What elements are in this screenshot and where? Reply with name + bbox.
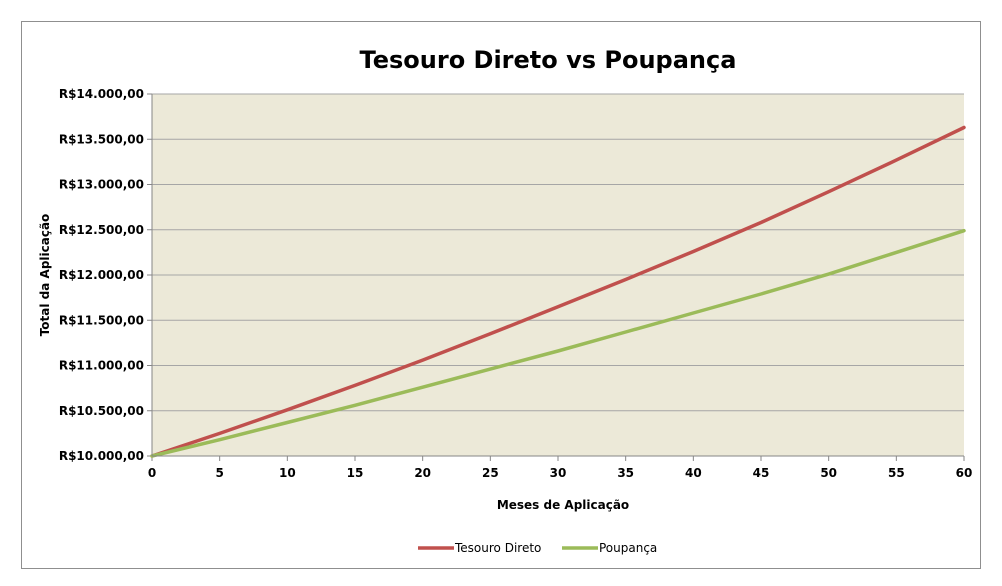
y-tick-label: R$13.000,00 [59, 178, 144, 192]
y-tick-label: R$14.000,00 [59, 87, 144, 101]
y-tick-label: R$13.500,00 [59, 132, 144, 146]
y-tick-label: R$12.500,00 [59, 223, 144, 237]
x-tick-label: 30 [550, 466, 567, 480]
series-lines [150, 125, 966, 458]
x-tick-label: 55 [888, 466, 905, 480]
chart-frame: Tesouro Direto vs Poupança R$10.000,00 R$… [21, 21, 981, 569]
y-tick-label: R$12.000,00 [59, 268, 144, 282]
series-line-2 [150, 228, 966, 458]
chart-title: Tesouro Direto vs Poupança [360, 46, 737, 74]
y-axis-label: Total da Aplicação [38, 214, 52, 337]
legend-label: Poupança [599, 541, 657, 555]
x-tick-label: 40 [685, 466, 702, 480]
series-line-1 [150, 125, 966, 458]
axes [151, 94, 964, 457]
gridlines [147, 93, 965, 461]
x-tick-label: 15 [347, 466, 364, 480]
y-tick-label: R$11.000,00 [59, 359, 144, 373]
legend: Tesouro Direto Poupança [418, 541, 657, 555]
x-tick-label: 0 [148, 466, 156, 480]
x-axis-label: Meses de Aplicação [497, 498, 629, 512]
x-tick-label: 10 [279, 466, 296, 480]
y-tick-label: R$10.000,00 [59, 449, 144, 463]
x-tick-label: 5 [215, 466, 223, 480]
x-tick-label: 25 [482, 466, 499, 480]
legend-label: Tesouro Direto [454, 541, 541, 555]
x-tick-label: 20 [414, 466, 431, 480]
y-tick-label: R$11.500,00 [59, 313, 144, 327]
x-tick-labels: 0 5 10 15 20 25 30 35 40 45 50 55 60 [148, 466, 973, 480]
y-tick-labels: R$10.000,00 R$10.500,00 R$11.000,00 R$11.50… [59, 87, 144, 463]
x-tick-label: 50 [820, 466, 837, 480]
line-chart: Tesouro Direto vs Poupança R$10.000,00R$… [38, 46, 973, 555]
x-tick-label: 35 [617, 466, 634, 480]
x-tick-label: 60 [956, 466, 973, 480]
x-tick-label: 45 [753, 466, 770, 480]
y-tick-label: R$10.500,00 [59, 404, 144, 418]
